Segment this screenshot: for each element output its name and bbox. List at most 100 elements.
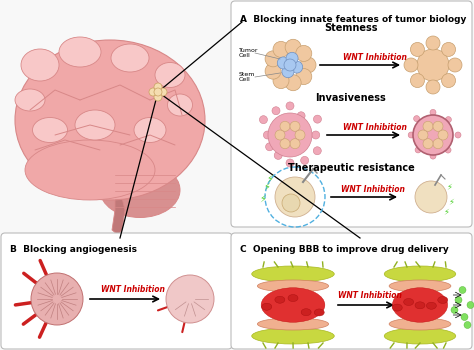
Circle shape <box>275 177 315 217</box>
Circle shape <box>166 275 214 323</box>
Circle shape <box>430 153 436 159</box>
Circle shape <box>423 139 433 149</box>
Circle shape <box>291 61 303 73</box>
Circle shape <box>268 113 312 157</box>
Circle shape <box>415 181 447 213</box>
Ellipse shape <box>384 266 456 282</box>
Text: Tumor
Cell: Tumor Cell <box>239 48 258 58</box>
Circle shape <box>273 72 289 89</box>
Circle shape <box>154 83 162 91</box>
Circle shape <box>467 301 474 308</box>
Circle shape <box>455 132 461 138</box>
Text: WNT Inhibition: WNT Inhibition <box>338 290 402 300</box>
Circle shape <box>297 112 305 120</box>
Ellipse shape <box>389 318 451 330</box>
Text: WNT Inhibition: WNT Inhibition <box>343 122 407 132</box>
Text: WNT Inhibition: WNT Inhibition <box>343 52 407 62</box>
Text: ⚡: ⚡ <box>446 182 452 191</box>
Circle shape <box>274 152 282 159</box>
Circle shape <box>448 58 462 72</box>
Ellipse shape <box>404 299 414 306</box>
Circle shape <box>159 88 167 96</box>
Circle shape <box>464 322 471 329</box>
Circle shape <box>285 39 301 55</box>
Ellipse shape <box>392 304 402 311</box>
Text: ⚡: ⚡ <box>260 194 266 204</box>
Circle shape <box>426 36 440 50</box>
Circle shape <box>442 42 456 56</box>
Circle shape <box>413 115 453 155</box>
Ellipse shape <box>15 89 45 111</box>
Ellipse shape <box>75 110 115 140</box>
Ellipse shape <box>25 140 155 200</box>
Circle shape <box>451 307 458 314</box>
Circle shape <box>455 296 462 303</box>
Ellipse shape <box>288 295 298 302</box>
Text: B  Blocking angiogenesis: B Blocking angiogenesis <box>10 245 137 254</box>
Circle shape <box>410 74 424 88</box>
Circle shape <box>265 143 273 151</box>
Circle shape <box>265 51 281 67</box>
Circle shape <box>280 139 290 149</box>
Circle shape <box>300 57 316 73</box>
Circle shape <box>442 74 456 88</box>
Circle shape <box>285 75 301 91</box>
Circle shape <box>313 147 321 155</box>
Ellipse shape <box>167 94 192 116</box>
Circle shape <box>259 116 267 124</box>
Circle shape <box>433 121 443 131</box>
Circle shape <box>149 88 157 96</box>
Circle shape <box>296 69 312 85</box>
Circle shape <box>284 59 296 71</box>
Text: Stem
Cell: Stem Cell <box>239 72 255 82</box>
Circle shape <box>290 139 300 149</box>
FancyBboxPatch shape <box>1 233 232 349</box>
Ellipse shape <box>314 309 324 316</box>
Circle shape <box>408 132 414 138</box>
Circle shape <box>301 156 309 164</box>
Circle shape <box>423 121 433 131</box>
Ellipse shape <box>392 288 447 322</box>
FancyBboxPatch shape <box>231 233 472 349</box>
Circle shape <box>438 130 448 140</box>
Circle shape <box>282 66 294 78</box>
Circle shape <box>282 194 300 212</box>
Ellipse shape <box>134 118 166 142</box>
Circle shape <box>275 130 285 140</box>
Text: Stemness: Stemness <box>324 23 378 33</box>
Ellipse shape <box>415 302 425 309</box>
Text: A  Blocking innate features of tumor biology: A Blocking innate features of tumor biol… <box>240 15 466 24</box>
Circle shape <box>410 42 424 56</box>
Text: WNT Inhibition: WNT Inhibition <box>101 285 165 294</box>
Ellipse shape <box>427 302 437 309</box>
Circle shape <box>445 147 451 153</box>
Polygon shape <box>112 190 125 235</box>
Ellipse shape <box>262 303 272 310</box>
Ellipse shape <box>21 49 59 81</box>
Ellipse shape <box>275 296 285 303</box>
Ellipse shape <box>384 328 456 344</box>
Ellipse shape <box>438 296 448 303</box>
Ellipse shape <box>261 288 325 322</box>
Circle shape <box>273 41 289 57</box>
Circle shape <box>313 115 321 123</box>
Ellipse shape <box>389 280 451 292</box>
Circle shape <box>415 147 421 153</box>
Ellipse shape <box>33 118 67 142</box>
Circle shape <box>417 49 449 81</box>
Text: Therapeutic resistance: Therapeutic resistance <box>288 163 414 173</box>
Text: ⚡: ⚡ <box>443 208 449 217</box>
Circle shape <box>404 58 418 72</box>
Circle shape <box>280 121 290 131</box>
Circle shape <box>312 131 320 139</box>
Ellipse shape <box>100 162 180 217</box>
Text: ⚡: ⚡ <box>448 197 454 206</box>
Circle shape <box>31 273 83 325</box>
Circle shape <box>461 314 468 321</box>
Circle shape <box>154 93 162 101</box>
Circle shape <box>154 88 162 96</box>
Ellipse shape <box>252 328 334 344</box>
Ellipse shape <box>257 318 328 330</box>
Circle shape <box>295 130 305 140</box>
FancyBboxPatch shape <box>231 1 472 227</box>
